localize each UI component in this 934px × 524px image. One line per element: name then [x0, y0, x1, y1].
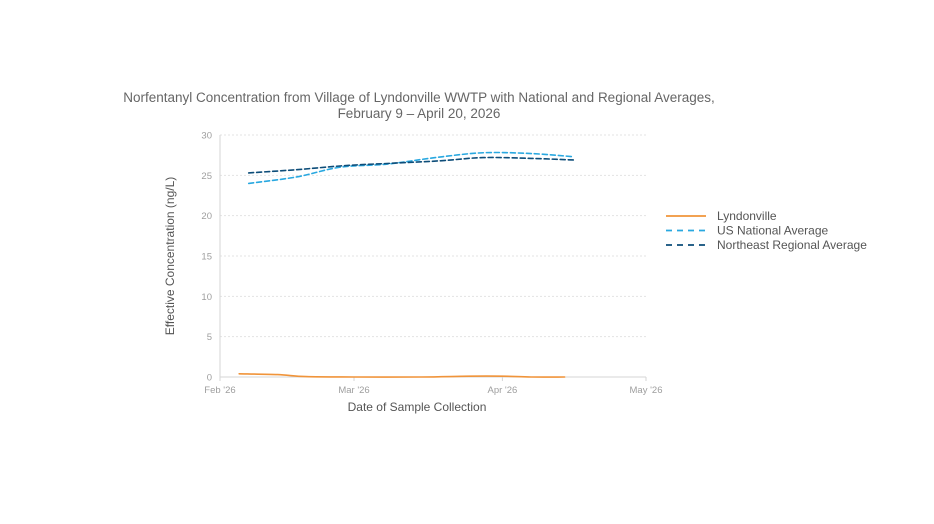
series-line-northeast-regional-average [247, 156, 575, 174]
y-axis-label: Effective Concentration (ng/L) [163, 177, 177, 336]
legend-label: Northeast Regional Average [717, 238, 867, 252]
x-tick-label: Mar '26 [338, 385, 369, 396]
chart-title: Norfentanyl Concentration from Village o… [123, 90, 715, 105]
x-tick-label: Feb '26 [204, 385, 235, 396]
y-tick-label: 20 [201, 211, 212, 222]
series-line-us-national-average [247, 151, 575, 185]
y-tick-label: 25 [201, 171, 212, 182]
grid [220, 134, 646, 338]
legend-item-us-national-average[interactable]: US National Average [666, 224, 829, 238]
series-line-lyndonville [238, 372, 566, 378]
legend-label: US National Average [717, 224, 829, 238]
y-tick-label: 30 [201, 131, 212, 142]
legend-item-lyndonville[interactable]: Lyndonville [666, 209, 777, 223]
x-axis-label: Date of Sample Collection [348, 400, 487, 414]
y-tick-label: 15 [201, 252, 212, 263]
legend-label: Lyndonville [717, 209, 777, 223]
x-tick-label: Apr '26 [487, 385, 517, 396]
legend-item-northeast-regional-average[interactable]: Northeast Regional Average [666, 238, 867, 252]
series-lines [238, 151, 575, 378]
chart-subtitle: February 9 – April 20, 2026 [338, 106, 501, 121]
y-tick-label: 5 [207, 332, 212, 343]
axes [219, 135, 647, 381]
x-tick-label: May '26 [630, 385, 663, 396]
tick-labels: 0 5 10 15 20 25 30 Feb '26 Mar '26 Apr '26 May '26 [201, 131, 662, 397]
y-tick-label: 0 [207, 373, 212, 384]
y-tick-label: 10 [201, 292, 212, 303]
